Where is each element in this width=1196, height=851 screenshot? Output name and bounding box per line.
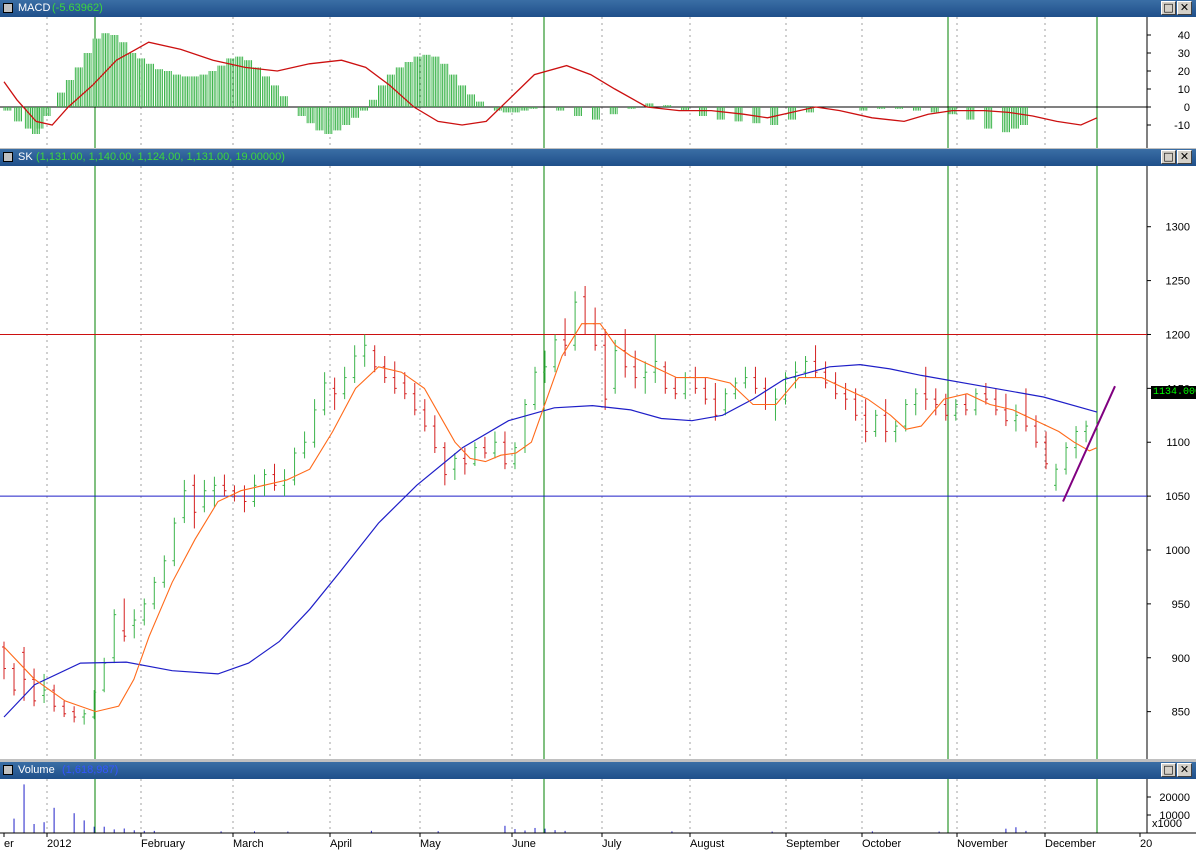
plot-area xyxy=(0,17,1147,148)
y-tick-label: 30 xyxy=(1178,48,1190,60)
price-chart: 1300125012001150110010501000950900850 xyxy=(0,166,1190,759)
x-tick-label: August xyxy=(690,838,724,850)
volume-values: (1,618,987) xyxy=(62,764,119,776)
plot-area xyxy=(0,166,1147,759)
pane-menu-icon[interactable] xyxy=(3,152,13,162)
x-tick-label: June xyxy=(512,838,536,850)
x-tick-label: December xyxy=(1045,838,1096,850)
y-tick-label: 1200 xyxy=(1166,329,1190,341)
x-tick-label: February xyxy=(141,838,186,850)
x-tick-label: April xyxy=(330,838,352,850)
x-tick-label: er xyxy=(4,838,14,850)
price-values: (1,131.00, 1,140.00, 1,124.00, 1,131.00,… xyxy=(36,151,285,163)
pane-menu-icon[interactable] xyxy=(3,765,13,775)
price-title-bar[interactable]: SK (1,131.00, 1,140.00, 1,124.00, 1,131.… xyxy=(0,149,1196,166)
y-tick-label: 10 xyxy=(1178,84,1190,96)
y-tick-label: 950 xyxy=(1172,599,1190,611)
volume-title: Volume xyxy=(18,764,55,776)
y-tick-label: 850 xyxy=(1172,707,1190,719)
y-tick-label: 1100 xyxy=(1166,437,1190,449)
restore-button[interactable]: □ xyxy=(1161,150,1176,164)
trend-line xyxy=(1062,385,1116,502)
restore-button[interactable]: □ xyxy=(1161,1,1176,15)
x-tick-label: November xyxy=(957,838,1008,850)
macd-values: (-5.63962) xyxy=(52,2,103,14)
y-tick-label: 20000 xyxy=(1159,792,1190,804)
x-tick-label: May xyxy=(420,838,441,850)
price-title: SK xyxy=(18,151,33,163)
x-tick-label: 20 xyxy=(1140,838,1152,850)
restore-button[interactable]: □ xyxy=(1161,763,1176,777)
price-pane: SK (1,131.00, 1,140.00, 1,124.00, 1,131.… xyxy=(0,149,1196,759)
x-tick-label: March xyxy=(233,838,264,850)
volume-scale-label: x1000 xyxy=(1152,818,1182,830)
close-button[interactable]: ✕ xyxy=(1177,763,1192,777)
volume-title-bar[interactable]: Volume (1,618,987) □ ✕ xyxy=(0,762,1196,779)
x-tick-label: September xyxy=(786,838,840,850)
x-tick-label: 2012 xyxy=(47,838,71,850)
fast-moving-average-line xyxy=(3,323,1098,713)
y-tick-label: 1250 xyxy=(1166,276,1190,288)
last-price-label: 1134.000 xyxy=(1151,386,1196,399)
y-tick-label: 10000 xyxy=(1159,810,1190,822)
macd-title: MACD xyxy=(18,2,51,14)
macd-chart: 40 30 20 10 0 -10 xyxy=(0,17,1190,148)
y-tick-label: 20 xyxy=(1178,66,1190,78)
y-tick-label: 900 xyxy=(1172,653,1190,665)
close-button[interactable]: ✕ xyxy=(1177,1,1192,15)
close-button[interactable]: ✕ xyxy=(1177,150,1192,164)
macd-title-bar[interactable]: MACD (-5.63962) □ ✕ xyxy=(0,0,1196,17)
pane-menu-icon[interactable] xyxy=(3,3,13,13)
plot-area xyxy=(0,779,1147,833)
x-tick-label: July xyxy=(602,838,622,850)
y-tick-label: 0 xyxy=(1184,102,1190,114)
y-tick-label: -10 xyxy=(1174,120,1190,132)
slow-moving-average-line xyxy=(3,363,1098,718)
signal-line xyxy=(3,41,1098,126)
x-tick-label: October xyxy=(862,838,901,850)
y-tick-label: 1300 xyxy=(1166,222,1190,234)
y-tick-label: 1050 xyxy=(1166,491,1190,503)
volume-pane: Volume (1,618,987) □ ✕ 20000 10000 x1000 er… xyxy=(0,762,1196,851)
y-tick-label: 1000 xyxy=(1166,545,1190,557)
macd-pane: MACD (-5.63962) □ ✕ 40 30 20 10 0 -10 xyxy=(0,0,1196,148)
y-tick-label: 40 xyxy=(1178,30,1190,42)
